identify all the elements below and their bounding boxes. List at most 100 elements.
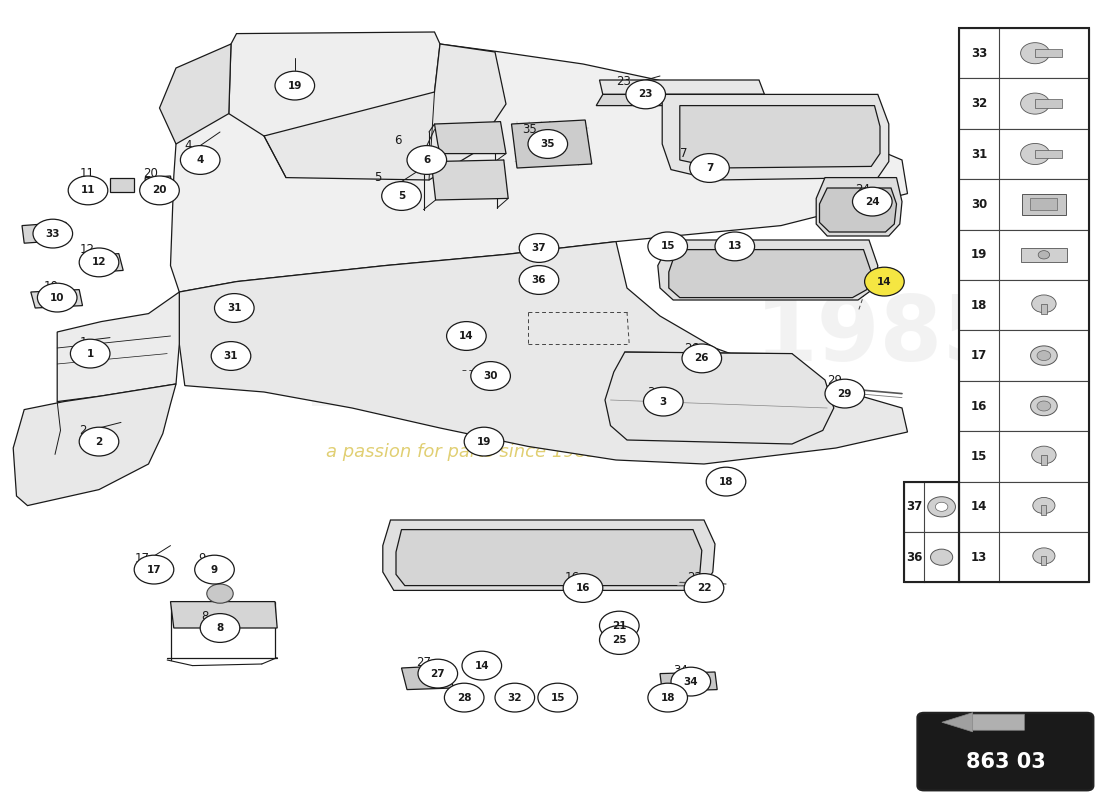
- Text: 15: 15: [660, 242, 675, 251]
- Text: 12: 12: [91, 258, 107, 267]
- Polygon shape: [658, 240, 878, 300]
- Polygon shape: [605, 352, 834, 444]
- Circle shape: [1037, 401, 1050, 411]
- Bar: [959, 179, 1089, 230]
- Text: 11: 11: [80, 186, 96, 195]
- Circle shape: [195, 555, 234, 584]
- Text: 16: 16: [575, 583, 591, 593]
- Bar: [959, 28, 1089, 582]
- Text: 37: 37: [906, 500, 922, 514]
- Text: 24: 24: [865, 197, 880, 206]
- Circle shape: [1033, 548, 1055, 564]
- Circle shape: [682, 344, 722, 373]
- Circle shape: [462, 651, 502, 680]
- Text: 31: 31: [227, 303, 242, 313]
- Text: ETK: ETK: [298, 290, 626, 438]
- Polygon shape: [816, 178, 902, 236]
- Text: 19: 19: [287, 81, 303, 90]
- Circle shape: [600, 611, 639, 640]
- Circle shape: [418, 659, 458, 688]
- Circle shape: [519, 266, 559, 294]
- Circle shape: [70, 339, 110, 368]
- Circle shape: [626, 80, 666, 109]
- Circle shape: [1037, 350, 1050, 361]
- Text: 9: 9: [211, 565, 218, 574]
- Circle shape: [1031, 346, 1057, 366]
- Circle shape: [1021, 93, 1049, 114]
- Text: 26: 26: [684, 342, 700, 354]
- Text: 15: 15: [971, 450, 987, 463]
- Text: 4: 4: [197, 155, 204, 165]
- Text: 13: 13: [971, 550, 987, 564]
- Circle shape: [706, 467, 746, 496]
- Text: 35: 35: [522, 123, 537, 136]
- Polygon shape: [396, 530, 702, 586]
- Circle shape: [79, 248, 119, 277]
- Circle shape: [715, 232, 755, 261]
- Circle shape: [825, 379, 865, 408]
- Bar: [959, 381, 1089, 431]
- Polygon shape: [145, 176, 173, 194]
- Circle shape: [538, 683, 578, 712]
- Text: 3: 3: [660, 397, 667, 406]
- Circle shape: [382, 182, 421, 210]
- Circle shape: [690, 154, 729, 182]
- Bar: [959, 129, 1089, 179]
- Text: 35: 35: [540, 139, 556, 149]
- Polygon shape: [264, 44, 506, 180]
- Text: 20: 20: [143, 167, 158, 180]
- Circle shape: [180, 146, 220, 174]
- Polygon shape: [402, 666, 453, 690]
- Circle shape: [275, 71, 315, 100]
- Polygon shape: [170, 602, 277, 628]
- Text: 13: 13: [727, 242, 742, 251]
- Text: 18: 18: [660, 693, 675, 702]
- Text: 36: 36: [531, 275, 547, 285]
- Text: 18: 18: [971, 298, 987, 312]
- Circle shape: [495, 683, 535, 712]
- Circle shape: [528, 130, 568, 158]
- Circle shape: [464, 427, 504, 456]
- Text: 22: 22: [696, 583, 712, 593]
- Text: 18: 18: [718, 477, 734, 486]
- Text: 31: 31: [971, 147, 987, 161]
- Polygon shape: [434, 122, 506, 154]
- Polygon shape: [669, 250, 871, 298]
- Circle shape: [37, 283, 77, 312]
- Bar: [1021, 248, 1067, 262]
- Polygon shape: [160, 44, 231, 144]
- Circle shape: [931, 549, 953, 566]
- Text: 16: 16: [971, 399, 987, 413]
- Text: 24: 24: [855, 183, 870, 196]
- Circle shape: [1033, 498, 1055, 514]
- Text: a passion for parts since 1985: a passion for parts since 1985: [326, 443, 598, 461]
- Polygon shape: [22, 222, 68, 243]
- Text: 14: 14: [459, 331, 474, 341]
- Text: 12: 12: [79, 243, 95, 256]
- Text: 8: 8: [217, 623, 223, 633]
- FancyBboxPatch shape: [917, 713, 1093, 790]
- Text: 7: 7: [706, 163, 713, 173]
- Circle shape: [207, 584, 233, 603]
- Polygon shape: [680, 106, 880, 168]
- Text: 1985: 1985: [755, 292, 1005, 380]
- Text: 14: 14: [971, 500, 987, 514]
- Text: 5: 5: [374, 171, 382, 184]
- Bar: [1041, 454, 1047, 466]
- Text: 37: 37: [531, 243, 547, 253]
- Circle shape: [33, 219, 73, 248]
- Circle shape: [1032, 446, 1056, 464]
- Text: 34: 34: [673, 664, 689, 677]
- Text: 20: 20: [152, 186, 167, 195]
- Circle shape: [935, 502, 948, 511]
- Polygon shape: [13, 384, 176, 506]
- Text: 16: 16: [564, 571, 580, 584]
- Polygon shape: [31, 290, 82, 308]
- Text: 19: 19: [971, 248, 987, 262]
- Circle shape: [134, 555, 174, 584]
- Circle shape: [927, 497, 956, 517]
- Circle shape: [865, 267, 904, 296]
- Text: 23: 23: [638, 90, 653, 99]
- Circle shape: [447, 322, 486, 350]
- Text: 17: 17: [146, 565, 162, 574]
